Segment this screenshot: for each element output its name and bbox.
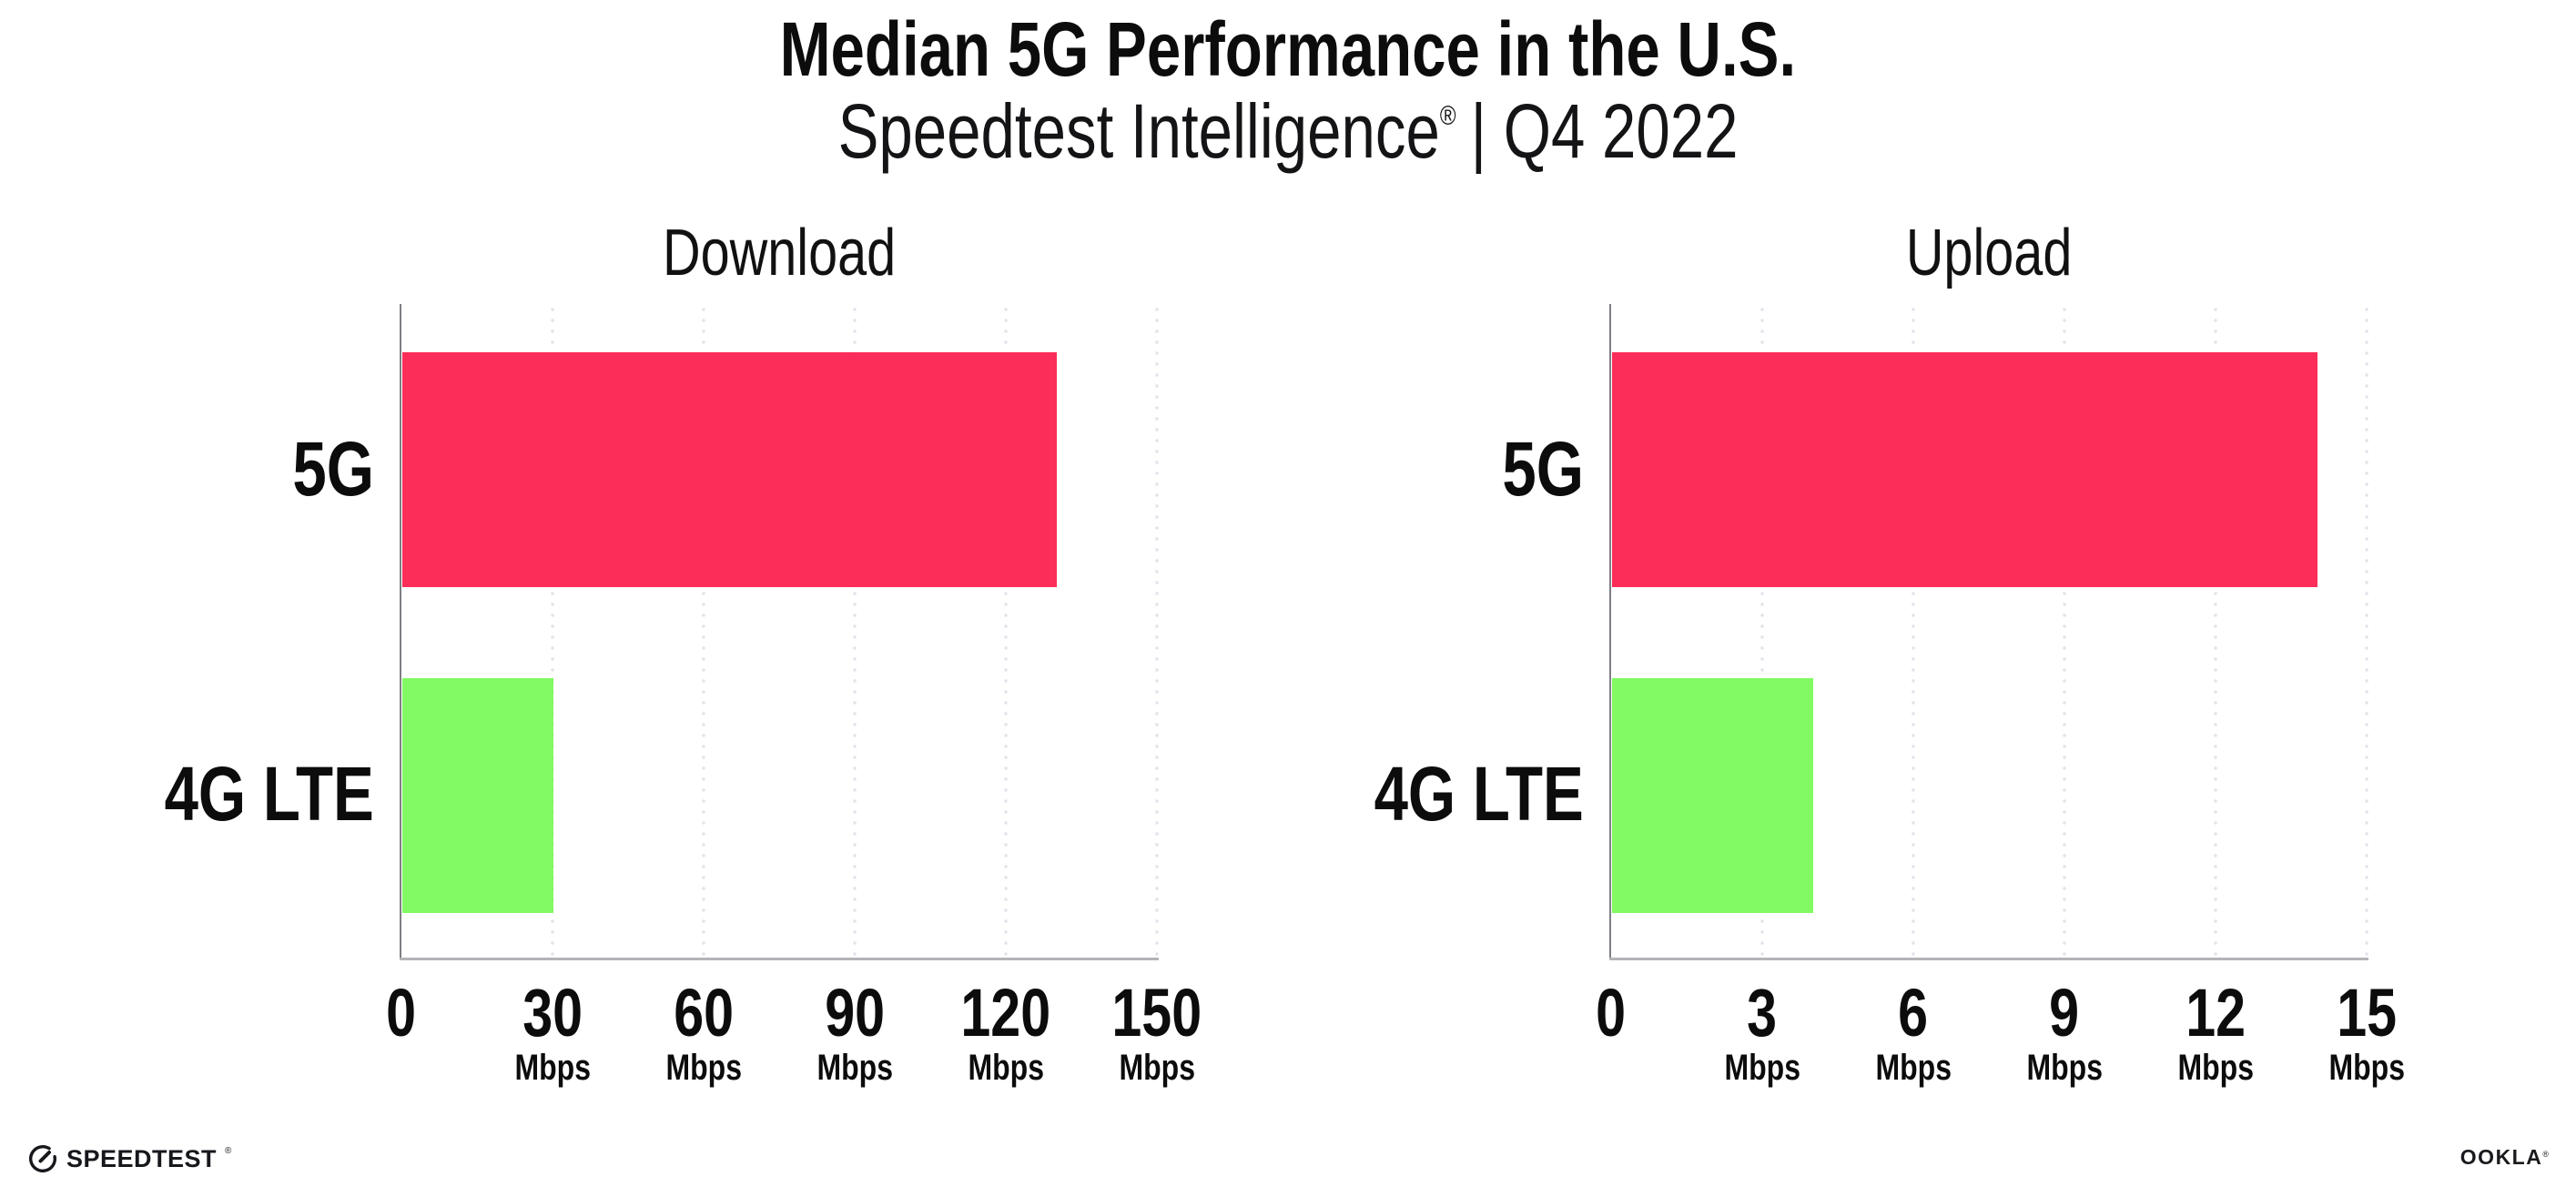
upload-chart-title: Upload <box>1611 220 2367 286</box>
download-gridline-150 <box>1155 304 1159 958</box>
page-subtitle-text: Speedtest Intelligence® | Q4 2022 <box>838 93 1739 169</box>
download-tick-unit-90: Mbps <box>745 1050 964 1086</box>
upload-tick-unit-12: Mbps <box>2106 1050 2325 1086</box>
download-tick-unit-text-120: Mbps <box>968 1048 1044 1088</box>
download-tick-value-60: 60 <box>674 975 734 1050</box>
upload-tick-unit-text-12: Mbps <box>2177 1048 2254 1088</box>
upload-tick-unit-text-15: Mbps <box>2328 1048 2405 1088</box>
registered-mark: ® <box>1439 101 1456 131</box>
upload-tick-label-9: 9 <box>1955 979 2174 1047</box>
ookla-registered-mark: ® <box>2542 1150 2549 1159</box>
upload-tick-value-15: 15 <box>2337 975 2397 1050</box>
upload-category-text-5g: 5G <box>1502 426 1584 512</box>
speedtest-gauge-icon <box>27 1143 58 1174</box>
download-tick-label-0: 0 <box>292 979 511 1047</box>
upload-category-label-5g: 5G <box>1038 431 1584 507</box>
upload-tick-unit-text-3: Mbps <box>1724 1048 1800 1088</box>
download-tick-unit-120: Mbps <box>897 1050 1115 1086</box>
upload-bar-4g-lte <box>1612 678 1814 913</box>
download-category-text-5g: 5G <box>292 426 374 512</box>
download-tick-label-90: 90 <box>745 979 964 1047</box>
upload-category-label-4g-lte: 4G LTE <box>1038 756 1584 832</box>
subtitle-period: | Q4 2022 <box>1470 88 1739 174</box>
download-tick-value-30: 30 <box>522 975 583 1050</box>
upload-bar-5g <box>1612 352 2317 587</box>
page-title: Median 5G Performance in the U.S. <box>0 11 2576 87</box>
download-tick-unit-text-30: Mbps <box>514 1048 591 1088</box>
upload-category-text-4g-lte: 4G LTE <box>1374 751 1584 837</box>
page-title-text: Median 5G Performance in the U.S. <box>779 6 1797 92</box>
upload-tick-label-12: 12 <box>2106 979 2325 1047</box>
download-bar-5g <box>402 352 1058 587</box>
download-chart-title: Download <box>401 220 1157 286</box>
upload-tick-value-3: 3 <box>1747 975 1778 1050</box>
download-category-label-5g: 5G <box>0 431 374 507</box>
download-tick-label-60: 60 <box>594 979 813 1047</box>
download-tick-value-0: 0 <box>386 975 417 1050</box>
download-gridline-90 <box>853 304 857 958</box>
upload-y-axis <box>1609 304 1611 958</box>
ookla-logo: OOKLA® <box>2460 1147 2549 1169</box>
upload-tick-unit-text-6: Mbps <box>1875 1048 1952 1088</box>
download-tick-value-90: 90 <box>825 975 885 1050</box>
upload-tick-label-0: 0 <box>1502 979 1720 1047</box>
upload-tick-value-9: 9 <box>2049 975 2080 1050</box>
upload-tick-unit-9: Mbps <box>1955 1050 2174 1086</box>
ookla-wordmark: OOKLA <box>2459 1145 2543 1169</box>
download-tick-unit-text-60: Mbps <box>665 1048 742 1088</box>
upload-tick-value-12: 12 <box>2186 975 2246 1050</box>
subtitle-brand: Speedtest Intelligence <box>837 88 1440 174</box>
download-tick-label-30: 30 <box>443 979 662 1047</box>
download-y-axis <box>400 304 401 958</box>
upload-tick-unit-15: Mbps <box>2257 1050 2476 1086</box>
speedtest-trademark: ® <box>225 1145 232 1156</box>
upload-gridline-3 <box>1760 304 1764 958</box>
download-tick-unit-text-150: Mbps <box>1119 1048 1195 1088</box>
upload-tick-unit-text-9: Mbps <box>2026 1048 2103 1088</box>
download-x-axis <box>400 958 1159 960</box>
download-chart-title-text: Download <box>662 217 897 289</box>
download-tick-unit-60: Mbps <box>594 1050 813 1086</box>
upload-tick-value-6: 6 <box>1898 975 1929 1050</box>
upload-tick-label-3: 3 <box>1653 979 1871 1047</box>
download-tick-unit-150: Mbps <box>1048 1050 1266 1086</box>
speedtest-logo: SPEEDTEST ® <box>27 1141 231 1176</box>
download-tick-label-150: 150 <box>1048 979 1266 1047</box>
upload-gridline-15 <box>2365 304 2368 958</box>
download-category-label-4g-lte: 4G LTE <box>0 756 374 832</box>
download-tick-unit-text-90: Mbps <box>816 1048 893 1088</box>
upload-x-axis <box>1609 958 2368 960</box>
upload-tick-unit-6: Mbps <box>1804 1050 2023 1086</box>
upload-tick-value-0: 0 <box>1596 975 1627 1050</box>
upload-gridline-6 <box>1912 304 1915 958</box>
upload-chart-title-text: Upload <box>1905 217 2073 289</box>
upload-tick-unit-3: Mbps <box>1653 1050 1871 1086</box>
download-bar-4g-lte <box>402 678 553 913</box>
download-tick-value-150: 150 <box>1111 975 1202 1050</box>
page-subtitle: Speedtest Intelligence® | Q4 2022 <box>0 93 2576 169</box>
upload-tick-label-6: 6 <box>1804 979 2023 1047</box>
upload-tick-label-15: 15 <box>2257 979 2476 1047</box>
download-gridline-120 <box>1004 304 1008 958</box>
upload-gridline-12 <box>2214 304 2217 958</box>
download-tick-unit-30: Mbps <box>443 1050 662 1086</box>
download-gridline-30 <box>551 304 554 958</box>
download-category-text-4g-lte: 4G LTE <box>164 751 374 837</box>
download-tick-label-120: 120 <box>897 979 1115 1047</box>
speedtest-wordmark: SPEEDTEST <box>66 1144 218 1172</box>
upload-gridline-9 <box>2063 304 2066 958</box>
download-tick-value-120: 120 <box>960 975 1051 1050</box>
download-gridline-60 <box>702 304 705 958</box>
